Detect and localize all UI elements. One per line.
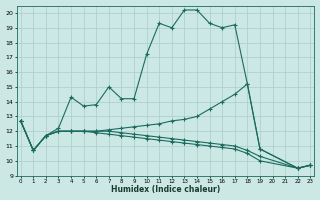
X-axis label: Humidex (Indice chaleur): Humidex (Indice chaleur) bbox=[111, 185, 220, 194]
